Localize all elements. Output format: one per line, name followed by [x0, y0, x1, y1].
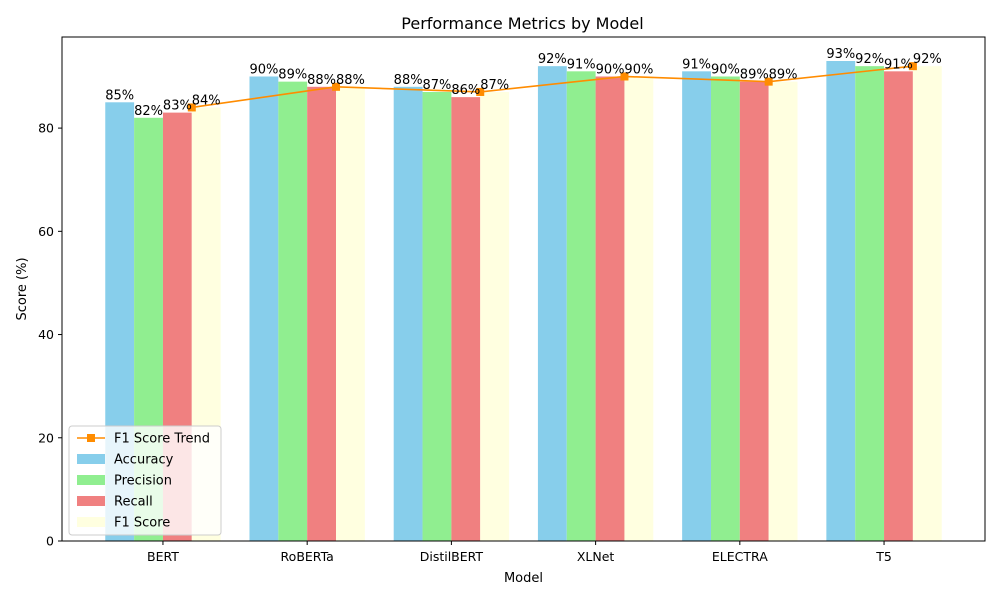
data-label: 89%	[769, 68, 798, 83]
bar-recall-electra	[739, 81, 769, 541]
x-tick-label: ELECTRA	[712, 549, 768, 564]
bar-precision-xlnet	[566, 71, 596, 542]
bar-f1-score-roberta	[336, 86, 365, 541]
x-tick-label: XLNet	[577, 549, 615, 564]
f1-score-trend-line	[191, 65, 913, 109]
data-label: 90%	[624, 62, 653, 77]
data-label: 90%	[249, 62, 278, 77]
data-label: 88%	[394, 73, 423, 88]
bar-recall-xlnet	[595, 76, 625, 541]
data-label: 92%	[538, 52, 567, 67]
f1-score-trend-marker	[764, 77, 773, 86]
legend-swatch	[77, 454, 105, 464]
y-tick-label: 0	[46, 534, 54, 549]
data-label: 87%	[480, 78, 509, 93]
f1-score-trend-marker	[620, 72, 629, 81]
data-label: 86%	[451, 83, 480, 98]
legend-label: Accuracy	[114, 453, 174, 468]
chart-title: Performance Metrics by Model	[401, 14, 643, 33]
bar-accuracy-roberta	[249, 76, 279, 541]
x-tick-label: T5	[875, 549, 892, 564]
data-label: 87%	[423, 78, 452, 93]
data-label: 92%	[855, 52, 884, 67]
f1-score-trend-marker	[187, 103, 196, 112]
y-tick-label: 80	[38, 121, 54, 136]
x-tick-label: DistilBERT	[420, 549, 484, 564]
legend: F1 Score Trend Accuracy Precision Recall F1 …	[68, 425, 222, 536]
trend-layer	[187, 62, 917, 112]
bar-f1-score-distilbert	[480, 91, 510, 541]
data-label: 89%	[740, 68, 769, 83]
bar-precision-t5	[855, 66, 885, 542]
data-label: 85%	[105, 88, 134, 103]
bar-f1-score-xlnet	[624, 76, 654, 541]
data-label: 82%	[134, 104, 163, 119]
x-axis: BERT RoBERTa DistilBERT XLNet ELECTRA T5	[147, 541, 892, 564]
data-label: 90%	[711, 62, 740, 77]
bar-accuracy-electra	[682, 71, 711, 542]
y-tick-label: 40	[38, 327, 54, 342]
bar-precision-roberta	[278, 81, 308, 541]
bar-accuracy-xlnet	[537, 66, 567, 542]
legend-swatch	[77, 496, 105, 506]
bar-recall-roberta	[307, 86, 337, 541]
legend-label: F1 Score	[114, 516, 170, 531]
data-label: 91%	[682, 57, 711, 72]
x-tick-label: RoBERTa	[281, 549, 334, 564]
data-label: 91%	[567, 57, 596, 72]
bar-precision-distilbert	[422, 91, 452, 541]
data-label: 92%	[913, 52, 942, 67]
f1-score-trend-marker	[476, 87, 485, 96]
legend-label: Recall	[114, 495, 153, 510]
data-labels-layer: 85%82% 83% 84%90% 89% 88% 88% 88% 87% 86% 87%92% 9…	[105, 47, 942, 119]
data-label: 88%	[336, 73, 365, 88]
bar-recall-distilbert	[451, 97, 481, 542]
x-tick-label: BERT	[147, 549, 179, 564]
y-axis-title: Score (%)	[15, 257, 30, 320]
bar-f1-score-t5	[912, 66, 942, 542]
legend-swatch	[77, 517, 105, 527]
y-tick-label: 20	[38, 430, 54, 445]
bar-accuracy-t5	[826, 61, 856, 541]
data-label: 91%	[884, 57, 913, 72]
bar-recall-t5	[884, 71, 913, 542]
plot-area-frame	[61, 36, 986, 542]
legend-swatch-marker	[87, 434, 95, 442]
legend-label: Precision	[114, 474, 172, 489]
data-label: 83%	[163, 99, 192, 114]
bar-accuracy-distilbert	[393, 86, 423, 541]
y-tick-label: 60	[38, 224, 54, 239]
legend-box	[68, 425, 222, 536]
bar-f1-score-electra	[768, 81, 798, 541]
data-label: 89%	[278, 68, 307, 83]
x-axis-title: Model	[504, 571, 543, 586]
bar-precision-electra	[710, 76, 740, 541]
f1-score-trend-marker	[908, 62, 917, 71]
legend-label: F1 Score Trend	[114, 432, 210, 447]
data-label: 84%	[192, 93, 221, 108]
data-label: 88%	[307, 73, 336, 88]
f1-score-trend-marker	[332, 82, 341, 91]
y-axis: 0 20 40 60 80	[38, 121, 62, 549]
data-label: 90%	[596, 62, 625, 77]
data-label: 93%	[826, 47, 855, 62]
legend-swatch	[77, 475, 105, 485]
